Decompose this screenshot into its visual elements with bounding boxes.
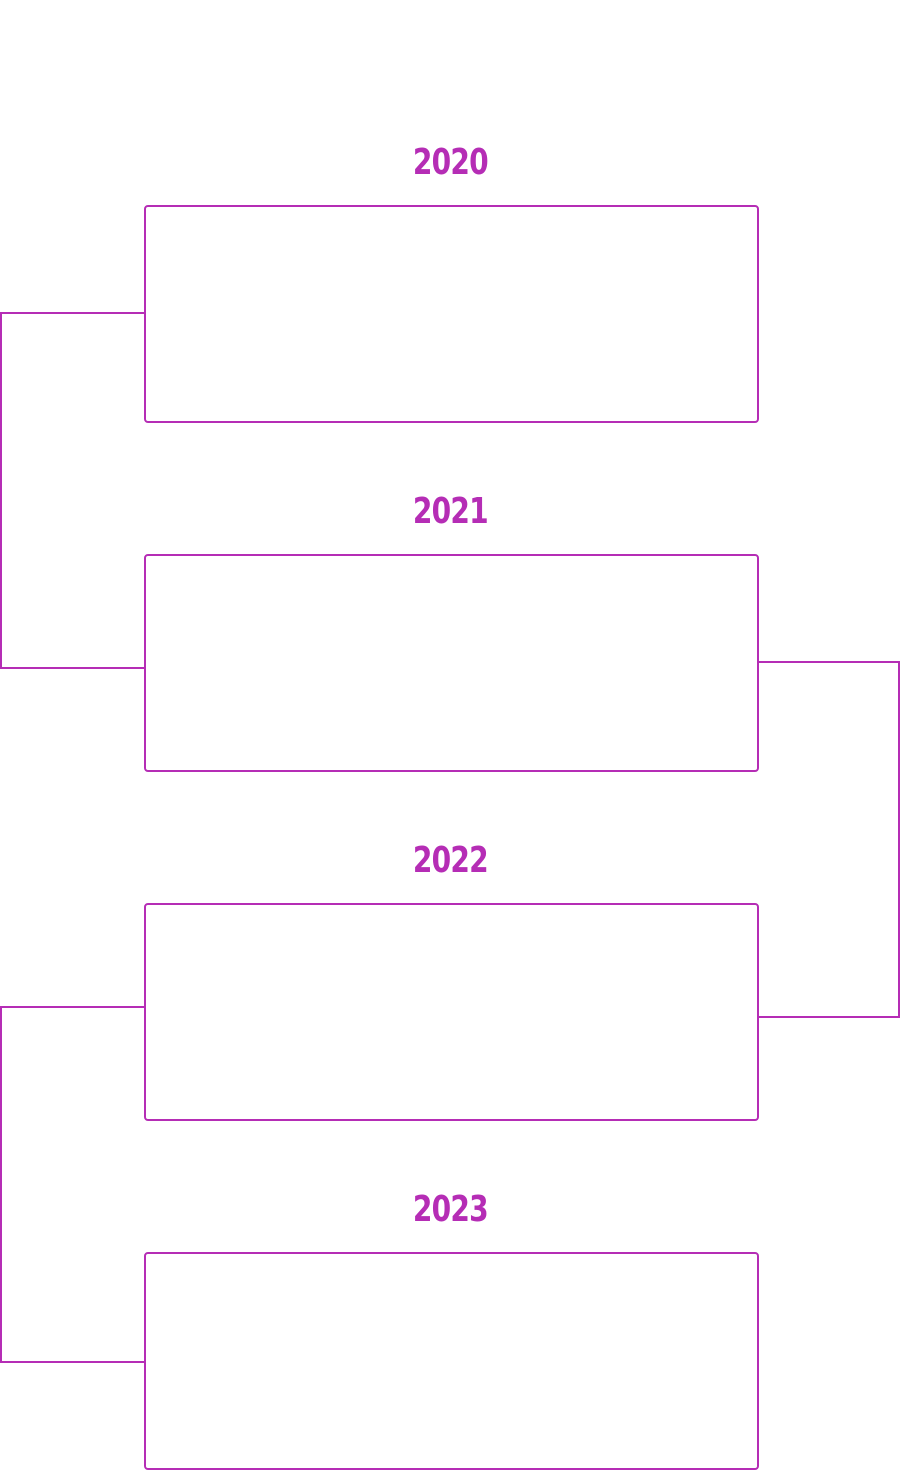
year-label-2020: 2020 xyxy=(412,142,489,183)
year-box-2021 xyxy=(144,554,759,772)
year-box-2023 xyxy=(144,1252,759,1470)
connector-2022-2023 xyxy=(0,1006,144,1363)
connector-2021-2022 xyxy=(757,661,900,1018)
year-box-2022 xyxy=(144,903,759,1121)
year-label-2022: 2022 xyxy=(412,840,489,881)
year-label-2021: 2021 xyxy=(412,491,489,532)
year-label-2023: 2023 xyxy=(412,1189,489,1230)
connector-2020-2021 xyxy=(0,312,144,669)
year-box-2020 xyxy=(144,205,759,423)
